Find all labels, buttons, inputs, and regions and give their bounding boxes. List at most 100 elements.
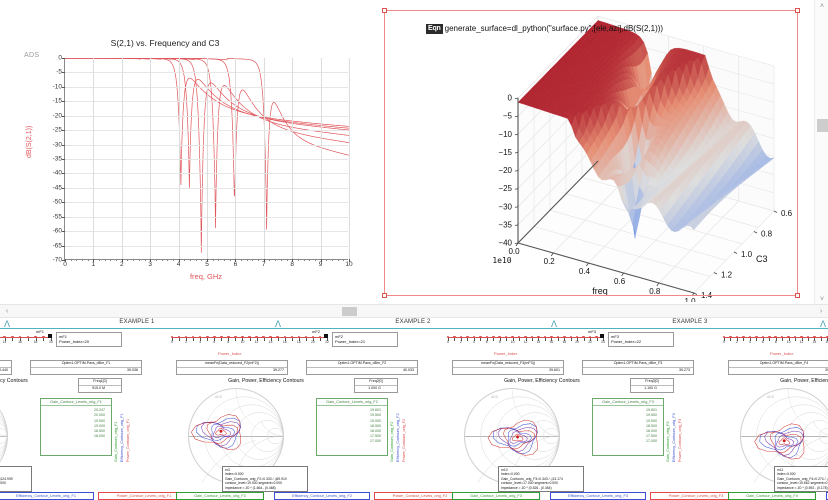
sweep-marker-handle[interactable]	[48, 334, 52, 338]
ruler-tick	[590, 338, 592, 341]
y-axis-tick	[62, 173, 65, 175]
contour-marker-box[interactable]: m11 index=0.000 Gain_Contours_orig_F4=0.27…	[774, 466, 828, 493]
ruler-tick	[743, 338, 745, 341]
example-block[interactable]: 024681012141618202224mF4Power_IndexmF4Po…	[718, 330, 828, 500]
ruler-tick-label: 14	[268, 340, 273, 344]
marker-readout-box[interactable]: mF1 Power_Index=20	[56, 332, 122, 347]
y-axis-tick-label: -65	[52, 242, 62, 250]
resize-handle-sw[interactable]	[382, 293, 387, 298]
scroll-up-arrow-icon[interactable]: ˄	[819, 3, 825, 10]
example-block[interactable]: 0 2 4 6 8 10 12 14 16 18 20 22 mF2 Power_Index mF2 Powe…	[166, 329, 466, 500]
contour-marker-box[interactable]: m10 index=0.000 Gain_Contours_orig_F3=0.34…	[498, 466, 584, 493]
contour-marker[interactable]	[516, 435, 520, 439]
contour-levels-box[interactable]: Gain_Contour_Levels_orig_F1 20.247 20.000 1…	[40, 398, 112, 456]
vertical-scroll-thumb[interactable]	[817, 119, 828, 132]
contour-levels-footer-tag[interactable]: Efficiency_Contour_Levels_orig_F3	[550, 492, 646, 500]
measurement-box[interactable]: Optim1.OPTIM.Pavs_dBm_F3 39.273	[582, 360, 694, 375]
surface-facet	[689, 222, 698, 231]
example-banner-label[interactable]: EXAMPLE 1	[119, 319, 155, 325]
sweep-point	[543, 335, 547, 338]
measurement-value: 39.036	[127, 367, 138, 372]
contour-marker[interactable]	[782, 439, 786, 443]
measurement-value: 39.440	[0, 367, 8, 372]
surface-plot-panel[interactable]: 0 −5 −10 −15 −20 −25 −30 −35 −40 0.0 0.2 0.4 0.6 0.8 1…	[380, 0, 810, 302]
contour-level-value: 19.500	[370, 413, 381, 418]
ruler-tick-label: 0	[723, 340, 725, 344]
equation-expression[interactable]: Eqn generate_surface=dl_python("surface.…	[426, 24, 663, 34]
contour-marker-box[interactable]: m3 index=0.000 Gain_Contours_orig_F2=0.333…	[222, 466, 308, 493]
example-block[interactable]: 0 2 4 6 8 10 12 14 16 18 20 22 24 mF3 Power_Index mF3 Po…	[442, 329, 742, 500]
horizontal-scrollbar[interactable]: ‹ ›	[0, 304, 828, 318]
example-banner-label[interactable]: EXAMPLE 3	[672, 319, 708, 325]
sweep-point	[290, 335, 294, 338]
x-axis-minor-tick	[195, 259, 197, 261]
smith-resistance-circle	[251, 420, 283, 452]
contour-level-value: 18.000	[370, 428, 381, 433]
frequency-box[interactable]: Freq2[0] 1.000 G	[354, 378, 398, 393]
ruler-tick	[51, 338, 52, 341]
resize-handle-se[interactable]	[795, 293, 800, 298]
y-axis-tick	[62, 72, 65, 74]
contour-levels-footer-tag[interactable]: Efficiency_Contour_Levels_orig_F1	[0, 492, 94, 500]
sweep-point	[556, 335, 560, 338]
example-block[interactable]: 02468101214161820mF1Power_IndexmF1Power_…	[0, 329, 190, 500]
power-sweep-ruler[interactable]: 0 2 4 6 8 10 12 14 16 18 20 22	[170, 334, 329, 344]
ruler-tick	[512, 338, 514, 341]
sweep-point	[220, 335, 223, 338]
contour-level-value: 19.500	[646, 413, 657, 418]
contour-levels-footer-tag[interactable]: Gain_Contour_Levels_orig_F3	[452, 492, 540, 500]
ruler-tick	[499, 338, 501, 341]
vertical-scrollbar[interactable]: ˄ ˅	[814, 0, 828, 306]
measurement-box[interactable]: Optim1.OPTIM.Pavs_dBm_F2 40.033	[306, 360, 418, 375]
sweep-marker-handle[interactable]	[600, 334, 604, 338]
contour-levels-box[interactable]: Gain_Contour_Levels_orig_F3 19.601 19.500 1…	[592, 398, 664, 456]
ruler-tick-label: 18	[296, 340, 301, 344]
scroll-down-arrow-icon[interactable]: ˅	[819, 296, 825, 303]
x-axis-minor-tick	[82, 259, 84, 261]
measurement-box[interactable]: meanFn(Data_reduced_F3(mF3)) 39.601	[452, 360, 564, 375]
resize-handle-ne[interactable]	[795, 8, 800, 13]
contour-marker-box[interactable]: m2index=0.000Gain_Contours_orig_F1=0.386…	[0, 466, 32, 493]
contour-levels-box[interactable]: Gain_Contour_Levels_orig_F2 19.601 19.500 1…	[316, 398, 388, 456]
frequency-box[interactable]: Freq3[0] 1.100 G	[630, 378, 674, 393]
contour-curve	[759, 427, 805, 458]
sweep-point	[170, 335, 174, 338]
contour-levels-footer-tag[interactable]: Gain_Contour_Levels_orig_F2	[176, 492, 264, 500]
measurement-box[interactable]: Optim1.OPTIM.Pavs_dBm_F1 39.036	[30, 360, 142, 375]
y-axis-label: dB(S(2,1))	[26, 125, 33, 158]
contour-levels-footer-tag[interactable]: Gain_Contour_Levels_orig_F4	[728, 492, 816, 500]
example-banner-label[interactable]: EXAMPLE 2	[395, 319, 431, 325]
horizontal-scroll-thumb[interactable]	[342, 307, 357, 316]
sweep-point	[304, 335, 308, 338]
selection-frame[interactable]	[382, 8, 800, 298]
sweep-marker-handle[interactable]	[324, 334, 328, 338]
ruler-tick	[749, 338, 751, 341]
marker-readout-box[interactable]: mF3 Power_Index=22	[608, 332, 674, 347]
resize-handle-nw[interactable]	[382, 8, 387, 13]
contour-marker[interactable]	[219, 429, 223, 433]
contour-levels-footer-tag[interactable]: Efficiency_Contour_Levels_orig_F2	[274, 492, 370, 500]
ruler-tick-label: 10	[786, 340, 791, 344]
y-axis-tick	[693, 292, 698, 295]
marker-readout-box[interactable]: mF2 Power_Index=21	[332, 332, 398, 347]
ruler-tick	[564, 338, 566, 341]
frequency-title: Freq3[0]	[631, 379, 673, 386]
s21-frequency-chart[interactable]: ADS S(2,1) vs. Frequency and C3 0 -5 -10 -1…	[0, 0, 378, 302]
y-axis-tick-label: -15	[52, 97, 62, 105]
sweep-point	[735, 335, 739, 338]
measurement-box[interactable]: meanFn(Data_reduced_F2(mF2)) 39.277	[176, 360, 288, 375]
x-axis-minor-tick	[104, 259, 106, 261]
y-axis-tick-label: -55	[52, 213, 62, 221]
x-axis-tick	[349, 259, 350, 262]
scroll-right-arrow-icon[interactable]: ›	[819, 308, 823, 315]
measurement-box[interactable]: Optim1.OPTIM.Pavs_dBm_F439.273	[728, 360, 828, 375]
measurement-box[interactable]: meanFn(Data_reduced_F1(mF1))39.440	[0, 360, 12, 375]
frequency-box[interactable]: Freq1[0] 915.0 M	[78, 378, 122, 393]
x-axis-tick-label: 7	[261, 261, 266, 268]
sweep-point	[276, 335, 279, 338]
scroll-left-arrow-icon[interactable]: ‹	[5, 308, 9, 315]
